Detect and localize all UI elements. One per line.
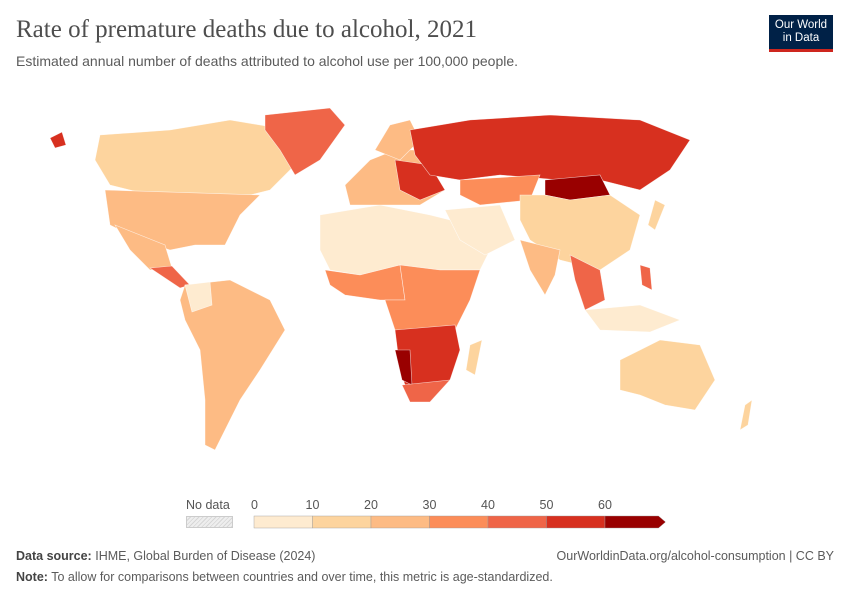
region-colombia[interactable]: [184, 281, 213, 313]
region-australia[interactable]: [619, 339, 716, 411]
region-new-zealand[interactable]: [739, 399, 753, 431]
chart-title: Rate of premature deaths due to alcohol,…: [16, 16, 477, 43]
region-middle-east[interactable]: [444, 204, 516, 256]
legend-tick: 30: [422, 498, 437, 512]
region-japan[interactable]: [647, 199, 666, 231]
source-text: IHME, Global Burden of Disease (2024): [95, 549, 316, 563]
legend-tick: 60: [598, 498, 612, 512]
source-url[interactable]: OurWorldinData.org/alcohol-consumption |…: [556, 549, 834, 563]
legend-bin[interactable]: [253, 515, 313, 529]
legend-bin[interactable]: [370, 515, 430, 529]
legend-tick: 50: [539, 498, 554, 512]
legend-bin[interactable]: [604, 515, 666, 529]
owid-logo[interactable]: Our World in Data: [769, 15, 833, 52]
world-map[interactable]: [0, 95, 850, 475]
region-india[interactable]: [519, 239, 561, 296]
region-canada[interactable]: [94, 119, 301, 201]
no-data-swatch: [186, 516, 233, 528]
legend-bin[interactable]: [312, 515, 372, 529]
region-russia[interactable]: [409, 114, 691, 191]
note: Note: To allow for comparisons between c…: [16, 570, 553, 584]
legend-bin[interactable]: [429, 515, 489, 529]
region-south-africa[interactable]: [401, 379, 451, 403]
chart-subtitle: Estimated annual number of deaths attrib…: [16, 53, 519, 69]
data-source: Data source: IHME, Global Burden of Dise…: [16, 549, 315, 563]
legend-bin[interactable]: [487, 515, 547, 529]
legend-tick: 10: [305, 498, 320, 512]
region-southeast-asia[interactable]: [569, 254, 606, 311]
note-text: To allow for comparisons between countri…: [51, 570, 553, 584]
region-chukotka[interactable]: [49, 131, 67, 149]
legend-tick: 0: [251, 498, 258, 512]
source-label: Data source:: [16, 549, 92, 563]
region-madagascar[interactable]: [465, 339, 483, 376]
region-greenland[interactable]: [264, 107, 346, 176]
note-label: Note:: [16, 570, 48, 584]
region-indonesia[interactable]: [584, 304, 681, 333]
no-data-label: No data: [186, 498, 230, 512]
legend-tick: 40: [481, 498, 495, 512]
legend-bin[interactable]: [546, 515, 606, 529]
region-south-america[interactable]: [179, 279, 286, 451]
region-philippines[interactable]: [639, 264, 653, 291]
legend-tick: 20: [364, 498, 378, 512]
